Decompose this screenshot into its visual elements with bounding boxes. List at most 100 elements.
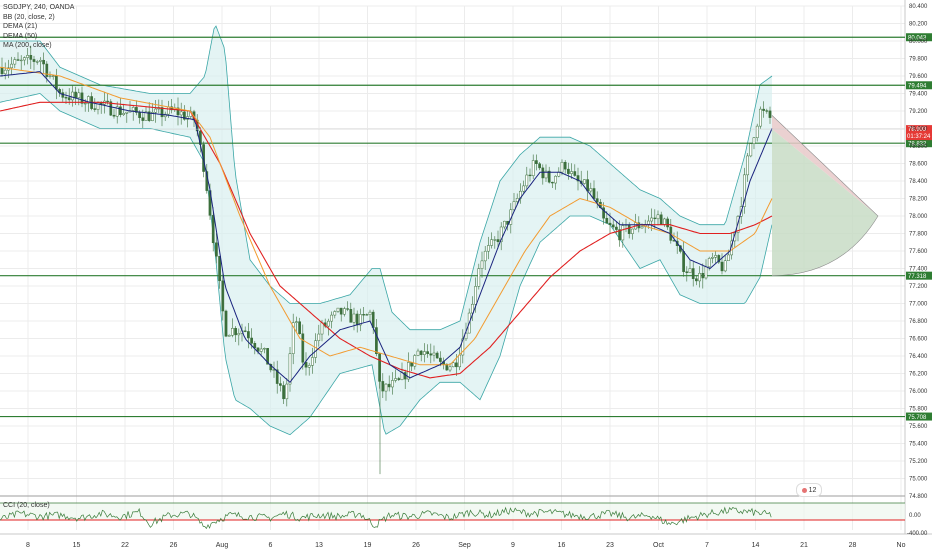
candle-body	[317, 333, 321, 341]
candle-body	[727, 254, 730, 261]
candle-body	[627, 224, 631, 234]
candle-body	[563, 161, 567, 170]
candle-body	[141, 117, 145, 121]
y-tick-label: 75.400	[909, 442, 928, 448]
candle-body	[490, 239, 493, 246]
candle-body	[381, 381, 385, 392]
candle-body	[218, 255, 221, 282]
level-price-label: 77.318	[908, 274, 927, 280]
candle-body	[551, 181, 554, 184]
candle-body	[631, 228, 634, 234]
y-tick-label: 76.600	[909, 337, 928, 343]
candle-body	[3, 69, 7, 75]
candle-body	[435, 352, 439, 359]
candle-body	[698, 272, 701, 282]
candle-body	[221, 280, 225, 312]
candle-body	[362, 314, 365, 316]
y-tick-label: 79.400	[909, 92, 928, 98]
candle-body	[176, 107, 180, 116]
candle-body	[80, 92, 84, 104]
candle-body	[445, 363, 449, 371]
y-tick-label: 79.200	[909, 109, 928, 115]
event-dot-icon	[801, 487, 807, 493]
candle-body	[138, 112, 141, 118]
candle-body	[743, 174, 746, 207]
candle-body	[51, 75, 55, 77]
candle-body	[723, 260, 727, 272]
candle-body	[330, 314, 333, 322]
y-tick-label: 75.000	[909, 477, 928, 483]
candle-body	[682, 251, 685, 272]
candle-body	[711, 257, 714, 259]
candle-body	[282, 385, 285, 400]
candle-body	[375, 327, 378, 354]
y-tick-label: 78.000	[909, 214, 928, 220]
candle-body	[23, 57, 26, 61]
candle-body	[19, 59, 23, 62]
candle-body	[397, 378, 401, 380]
candle-body	[359, 314, 362, 326]
candle-body	[272, 369, 276, 371]
y-tick-label: 74.800	[909, 494, 928, 500]
candle-body	[419, 350, 423, 355]
level-price-tag	[906, 81, 932, 90]
candle-body	[647, 220, 650, 225]
x-tick-label: Oct	[653, 542, 664, 549]
candle-body	[295, 321, 298, 323]
candle-body	[298, 321, 301, 335]
candle-body	[301, 333, 305, 363]
candle-body	[554, 175, 557, 184]
current-price-tag	[906, 125, 932, 141]
candle-body	[13, 59, 17, 65]
candle-body	[429, 353, 433, 356]
candle-body	[704, 266, 708, 279]
candle-body	[55, 75, 58, 90]
y-tick-label: 80.400	[909, 4, 928, 10]
candle-body	[320, 322, 324, 335]
candle-body	[234, 328, 237, 336]
x-tick-label: 6	[269, 542, 273, 549]
candle-body	[605, 217, 609, 224]
candle-body	[531, 160, 535, 176]
candle-body	[131, 107, 135, 111]
candle-body	[327, 320, 330, 327]
bb-upper-line	[0, 25, 773, 331]
y-tick-label: 76.200	[909, 372, 928, 378]
candle-body	[288, 353, 292, 385]
candle-body	[538, 163, 541, 169]
candle-body	[243, 330, 247, 332]
candle-body	[32, 59, 36, 62]
current-price-label: 78.993	[908, 127, 927, 133]
candle-body	[426, 351, 429, 354]
level-price-tag	[906, 33, 932, 42]
bb-lower-line	[0, 93, 773, 436]
candle-body	[640, 226, 644, 229]
candle-body	[477, 268, 481, 287]
candle-body	[64, 97, 68, 99]
candle-body	[666, 218, 669, 228]
y-tick-label: 79.600	[909, 74, 928, 80]
candle-body	[115, 106, 119, 117]
legend-bb: BB (20, close, 2)	[3, 13, 55, 21]
candle-body	[16, 59, 20, 61]
candle-body	[493, 239, 497, 241]
candle-body	[349, 309, 353, 323]
y-tick-label: 77.000	[909, 302, 928, 308]
candle-body	[346, 308, 349, 310]
candle-body	[618, 229, 621, 241]
candle-body	[147, 111, 151, 121]
candle-body	[135, 107, 138, 113]
level-price-label: 78.832	[908, 141, 927, 147]
candle-body	[74, 91, 77, 99]
candle-body	[432, 352, 436, 356]
candle-body	[720, 261, 724, 272]
oscillator-line	[0, 506, 772, 530]
events-badge[interactable]: 12	[796, 483, 822, 497]
y-tick-label: 75.200	[909, 459, 928, 465]
candle-body	[154, 108, 157, 113]
candle-body	[45, 63, 49, 77]
candle-body	[480, 260, 484, 269]
candle-body	[87, 96, 90, 104]
candle-body	[528, 174, 532, 177]
